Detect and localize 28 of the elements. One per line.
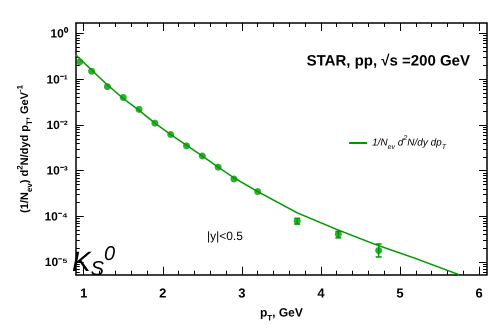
y-tick-label: 10⁻¹ xyxy=(46,72,68,86)
point xyxy=(88,68,96,75)
x-tick-label: 1 xyxy=(80,286,88,301)
annotation: |y|<0.5 xyxy=(207,229,244,243)
y-tick-label: 10⁻² xyxy=(46,118,68,132)
point xyxy=(167,130,174,138)
x-tick-label: 3 xyxy=(238,286,246,301)
point xyxy=(183,142,190,150)
y-tick-label: 10⁻⁴ xyxy=(44,209,68,224)
x-tick-label: 6 xyxy=(475,286,483,301)
point xyxy=(76,58,84,66)
x-tick-label: 4 xyxy=(317,286,326,301)
y-tick-label: 10⁰ xyxy=(50,26,69,41)
x-tick-label: 5 xyxy=(396,286,404,301)
text: STAR, pp, √s =200 GeV xyxy=(306,52,470,70)
point xyxy=(254,188,262,196)
x-tick-label: 2 xyxy=(159,286,166,301)
point xyxy=(375,247,382,254)
point xyxy=(230,175,238,182)
point xyxy=(104,83,111,90)
point xyxy=(120,94,127,101)
y-tick-label: 10⁻³ xyxy=(46,164,68,178)
point xyxy=(136,106,143,113)
point xyxy=(151,120,158,127)
point xyxy=(214,164,222,171)
y-axis-title: (1/Nev) d2N/dyd pT, GeV-1 xyxy=(16,84,34,213)
y-tick-label: 10⁻⁵ xyxy=(44,255,68,270)
point xyxy=(198,152,206,160)
